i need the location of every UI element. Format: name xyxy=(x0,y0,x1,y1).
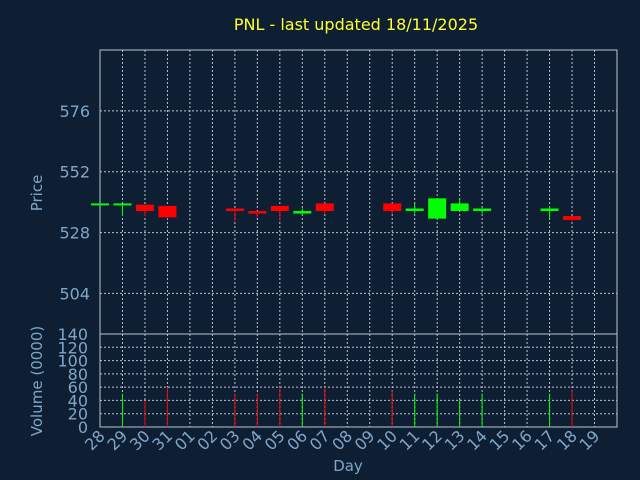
price-tick-label: 576 xyxy=(59,102,90,121)
volume-tick-label: 20 xyxy=(68,405,88,424)
volume-tick-label: 80 xyxy=(68,365,88,384)
candle-body xyxy=(540,208,559,212)
price-tick-label: 528 xyxy=(59,224,90,243)
volume-axis-label: Volume (0000) xyxy=(28,326,46,436)
volume-tick-label: 140 xyxy=(57,325,88,344)
candle-body xyxy=(248,211,267,214)
chart-title: PNL - last updated 18/11/2025 xyxy=(234,15,478,34)
volume-tick-label: 100 xyxy=(57,352,88,371)
candle-body xyxy=(225,208,244,212)
volume-tick-label: 0 xyxy=(78,418,88,437)
candle-body xyxy=(473,208,492,212)
volume-plot-frame xyxy=(99,333,618,428)
candle-body xyxy=(135,204,154,212)
candle-body xyxy=(91,203,109,206)
candle-body xyxy=(450,203,469,212)
price-tick-label: 552 xyxy=(59,163,90,182)
volume-tick-label: 40 xyxy=(68,391,88,410)
x-tick-label: 19 xyxy=(576,426,604,454)
price-axis-label: Price xyxy=(28,175,46,212)
price-plot-frame xyxy=(99,49,618,335)
candle-body xyxy=(563,216,582,220)
candle-body xyxy=(383,203,402,212)
candle-body xyxy=(315,203,334,212)
candle-body xyxy=(405,208,424,212)
volume-tick-label: 60 xyxy=(68,378,88,397)
candle-body xyxy=(113,203,132,206)
volume-tick-label: 120 xyxy=(57,338,88,357)
x-axis-label: Day xyxy=(333,457,363,475)
candle-body xyxy=(158,205,177,218)
price-tick-label: 504 xyxy=(59,284,90,303)
candle-body xyxy=(428,198,447,219)
candle-body xyxy=(270,205,289,212)
candle-body xyxy=(293,211,312,214)
